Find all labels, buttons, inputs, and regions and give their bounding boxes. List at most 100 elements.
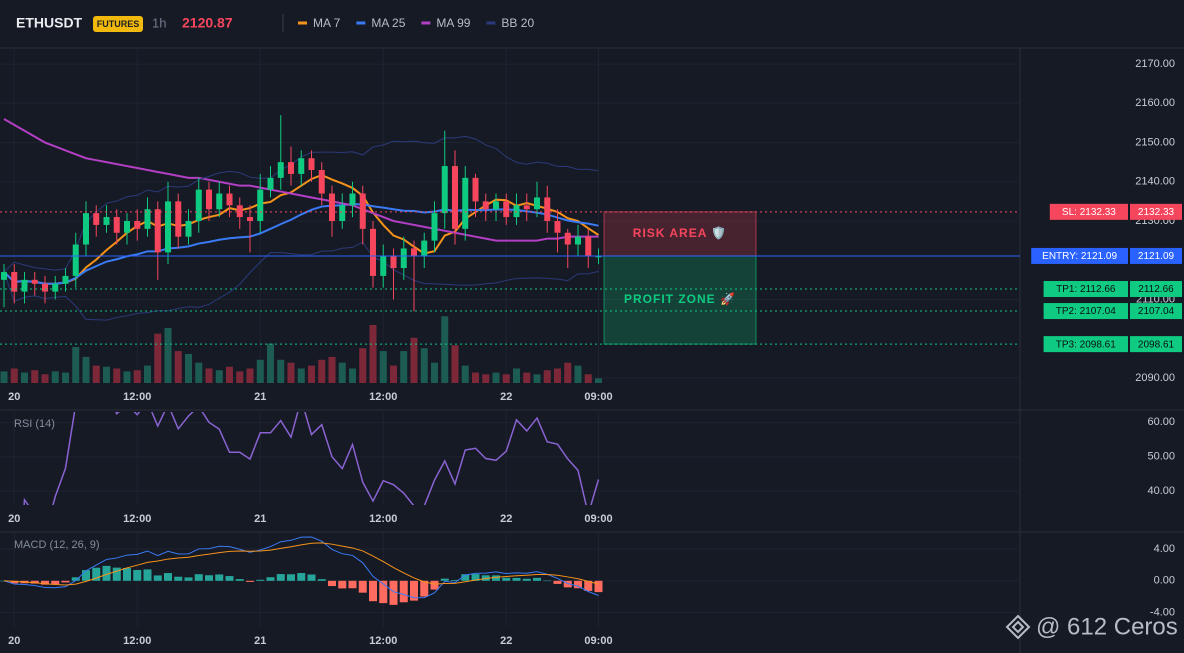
macd-histogram: [51, 580, 60, 585]
pane-title: RSI (14): [14, 418, 55, 430]
x-tick-label: 12:00: [123, 391, 151, 403]
volume-bar: [113, 368, 121, 383]
pane-layer: 20 12:00 21 12:00 22 09:00 60.00 50.00 40.00 RSI …: [0, 412, 1175, 525]
legend-label: MA 7: [313, 16, 341, 30]
macd-histogram: [481, 575, 490, 581]
volume-bar: [154, 333, 162, 383]
level-value: 2098.61: [1138, 339, 1175, 350]
candle-body: [329, 193, 335, 221]
zone-label: PROFIT ZONE 🚀: [624, 292, 736, 306]
volume-bar: [82, 356, 90, 383]
y-tick-label: 0.00: [1154, 575, 1175, 587]
macd-histogram: [399, 580, 408, 603]
volume-bar: [195, 362, 203, 383]
volume-bar: [185, 354, 192, 383]
macd-histogram: [123, 567, 131, 581]
macd-histogram: [348, 580, 357, 589]
macd-histogram: [307, 574, 316, 581]
macd-histogram: [461, 574, 470, 581]
candle-body: [544, 197, 551, 221]
pane-title: MACD (12, 26, 9): [14, 539, 100, 551]
y-tick-label: 40.00: [1147, 485, 1175, 497]
ma-line: [3, 203, 599, 285]
watermark-logo: [1005, 614, 1031, 640]
x-tick-label: 09:00: [584, 391, 612, 403]
candle-body: [175, 201, 182, 237]
macd-histogram: [410, 580, 418, 601]
volume-bar: [533, 374, 541, 383]
macd-histogram: [522, 578, 531, 581]
candle-body: [390, 256, 397, 269]
macd-histogram: [553, 580, 562, 584]
macd-histogram: [246, 580, 254, 582]
volume-bar: [574, 365, 582, 383]
volume-bar: [431, 362, 438, 383]
volume-bar: [92, 365, 100, 383]
watermark: @ 612 Ceros: [1036, 613, 1178, 640]
candle-body: [441, 166, 448, 214]
volume-bar: [441, 316, 449, 383]
level-label: SL: 2132.33: [1062, 207, 1116, 218]
level-value-tag: [1130, 203, 1182, 220]
candle-body: [144, 209, 151, 229]
macd-histogram: [30, 580, 39, 584]
macd-histogram: [297, 573, 306, 581]
volume-bar: [267, 343, 274, 383]
pane-layer: [23, 412, 600, 505]
volume-bar: [595, 378, 602, 383]
macd-histogram: [153, 575, 162, 581]
y-tick-label: 2140.00: [1135, 176, 1175, 188]
macd-histogram: [379, 580, 388, 604]
volume-bar: [226, 366, 233, 383]
macd-histogram: [492, 575, 500, 581]
volume-bar: [369, 325, 377, 383]
volume-bar: [349, 368, 356, 383]
bb-lower: [3, 241, 599, 321]
candle-body: [124, 220, 130, 233]
badge: FUTURES: [97, 19, 140, 29]
candle-body: [52, 283, 59, 292]
candle-body: [370, 228, 376, 276]
macd-histogram: [389, 580, 398, 605]
x-tick-label: 20: [8, 391, 20, 403]
x-tick-label: 20: [8, 635, 20, 647]
volume-bar: [21, 372, 28, 383]
y-tick-label: -4.00: [1150, 607, 1175, 619]
macd-histogram: [317, 579, 326, 581]
macd-histogram: [512, 577, 521, 581]
macd-histogram: [594, 580, 603, 593]
volume-bar: [554, 368, 561, 383]
candle-body: [206, 189, 212, 210]
candle-body: [113, 217, 120, 233]
candle-body: [134, 220, 141, 229]
rsi-line: [23, 412, 600, 505]
candle-body: [216, 193, 223, 210]
level-value: 2132.33: [1138, 207, 1175, 218]
macd-histogram: [328, 580, 336, 587]
volume-bar: [472, 372, 479, 383]
volume-bar: [492, 372, 500, 383]
level-label: TP3: 2098.61: [1056, 339, 1116, 350]
candle-body: [21, 279, 28, 292]
candle-body: [226, 193, 233, 206]
volume-bar: [308, 365, 315, 383]
macd-histogram: [584, 580, 593, 591]
level-tag: [1043, 281, 1128, 298]
candle-body: [103, 217, 110, 225]
macd-histogram: [440, 578, 449, 581]
candle-body: [185, 220, 192, 237]
candle-body: [62, 275, 69, 284]
volume-bar: [482, 374, 490, 383]
candle-body: [472, 177, 479, 202]
macd-histogram: [184, 577, 193, 581]
candle-body: [339, 205, 346, 221]
candle-body: [308, 158, 315, 170]
candle-body: [349, 193, 356, 206]
volume-bar: [584, 374, 592, 383]
ma-line: [3, 118, 599, 242]
candle-body: [11, 271, 18, 292]
volume-bar: [103, 366, 110, 383]
zone: [603, 211, 757, 257]
volume-bar: [359, 348, 367, 383]
